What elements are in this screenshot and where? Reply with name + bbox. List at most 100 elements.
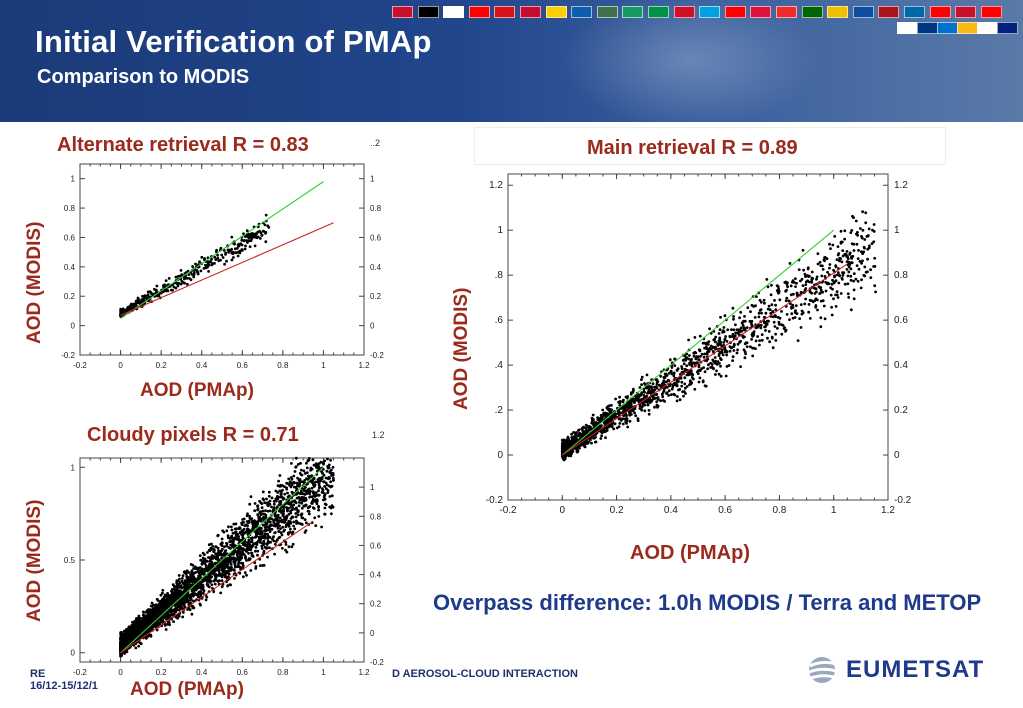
data-point xyxy=(166,622,169,626)
data-point xyxy=(242,527,246,531)
data-point xyxy=(247,232,251,236)
x-tick-label: 0.4 xyxy=(196,361,208,370)
data-point xyxy=(234,251,238,255)
data-point xyxy=(193,566,197,570)
data-point xyxy=(866,234,870,238)
panel-alternate: Alternate retrieval R = 0.83 ..2 -0.2 0 0.… xyxy=(12,122,392,412)
data-point xyxy=(171,594,175,598)
data-point xyxy=(717,372,721,376)
data-point xyxy=(119,308,123,312)
data-point xyxy=(179,282,183,286)
data-point xyxy=(286,491,289,495)
data-point xyxy=(217,259,221,263)
data-point xyxy=(220,565,223,569)
data-point xyxy=(784,299,788,303)
data-point xyxy=(194,262,197,266)
data-point xyxy=(316,480,320,484)
data-point xyxy=(191,265,195,268)
data-point xyxy=(640,383,643,387)
data-point xyxy=(182,591,186,595)
data-point xyxy=(678,398,682,402)
data-point xyxy=(177,282,181,285)
data-point xyxy=(296,476,299,480)
data-point xyxy=(177,274,181,278)
y-tick-label-right: 1 xyxy=(370,483,375,492)
data-point xyxy=(212,590,216,594)
data-point xyxy=(175,588,179,592)
data-point xyxy=(264,213,268,217)
data-point xyxy=(760,333,764,336)
y-tick-label: 0.5 xyxy=(64,556,76,565)
flag-21 xyxy=(929,6,951,18)
data-point xyxy=(268,546,271,550)
data-point xyxy=(191,573,195,577)
data-point xyxy=(306,506,310,510)
data-point xyxy=(202,557,205,561)
data-point xyxy=(141,294,144,298)
data-point xyxy=(709,347,713,351)
data-point xyxy=(826,270,829,274)
data-point xyxy=(638,407,642,410)
flag-6 xyxy=(545,6,567,18)
flag-22 xyxy=(955,6,977,18)
data-point xyxy=(311,506,315,510)
data-point xyxy=(773,325,777,328)
data-point xyxy=(235,532,239,536)
data-point xyxy=(207,263,211,267)
data-point xyxy=(718,336,722,340)
data-point xyxy=(258,564,262,567)
data-point xyxy=(725,340,729,343)
data-point xyxy=(766,285,770,289)
data-point xyxy=(125,630,129,634)
data-point xyxy=(272,539,276,543)
y-tick-label-right: 0.4 xyxy=(370,571,382,580)
data-point xyxy=(191,579,195,583)
data-point xyxy=(320,525,323,529)
data-point xyxy=(206,580,210,583)
data-point xyxy=(258,528,262,532)
data-point xyxy=(304,521,308,525)
data-point xyxy=(692,377,695,381)
data-point xyxy=(173,604,177,607)
data-point xyxy=(279,495,283,499)
data-point xyxy=(206,584,210,588)
data-point xyxy=(323,512,326,516)
flag-25 xyxy=(917,22,938,34)
data-point xyxy=(246,512,249,516)
data-point xyxy=(668,371,671,375)
flag-12 xyxy=(699,6,721,18)
data-point xyxy=(293,527,297,531)
data-point xyxy=(237,244,240,248)
data-point xyxy=(244,543,248,547)
data-point xyxy=(307,512,311,516)
data-point xyxy=(127,631,131,635)
data-point xyxy=(133,623,136,627)
data-point xyxy=(841,273,845,277)
data-point xyxy=(654,378,658,381)
data-point xyxy=(312,493,316,497)
data-point xyxy=(795,291,799,295)
flag-3 xyxy=(468,6,490,18)
data-point xyxy=(120,630,123,634)
data-point xyxy=(302,480,306,484)
data-point xyxy=(777,322,781,326)
data-point xyxy=(146,612,150,615)
data-point xyxy=(836,245,840,248)
data-point xyxy=(331,476,335,480)
data-point xyxy=(236,254,240,258)
data-point xyxy=(258,499,261,503)
data-point xyxy=(288,484,291,487)
data-point xyxy=(230,248,234,251)
data-point xyxy=(244,530,248,534)
data-point xyxy=(326,491,330,494)
data-point xyxy=(292,480,296,484)
y-tick-label-right: 0 xyxy=(894,450,900,461)
data-point xyxy=(198,590,202,594)
data-point xyxy=(818,260,822,264)
data-point xyxy=(328,476,331,480)
data-point xyxy=(130,629,134,632)
data-point xyxy=(718,328,722,332)
data-point xyxy=(267,494,271,498)
y-tick-label: 0 xyxy=(71,322,76,331)
data-point xyxy=(161,588,165,592)
